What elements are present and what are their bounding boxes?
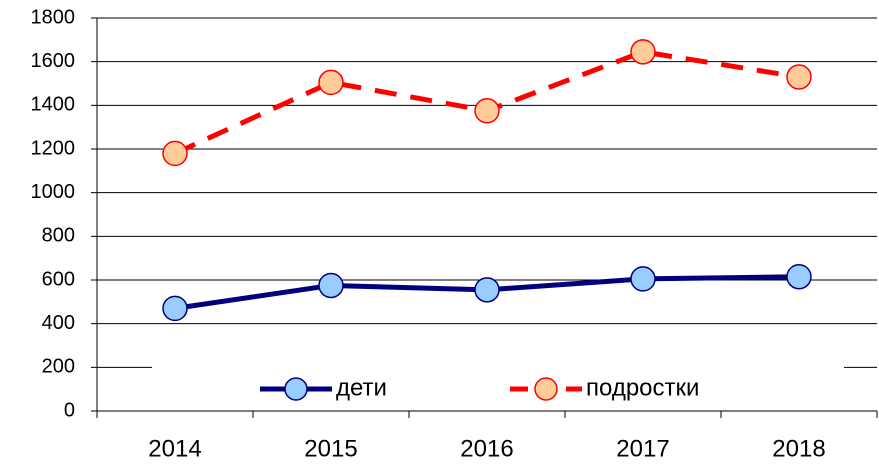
data-point (630, 39, 656, 65)
legend-marker (534, 377, 558, 401)
x-tick-label: 2018 (772, 435, 825, 462)
x-tick-label: 2014 (148, 435, 201, 462)
data-point (786, 64, 812, 90)
legend-label: подростки (586, 374, 699, 401)
legend-marker (284, 377, 308, 401)
y-tick-label: 800 (42, 225, 75, 247)
legend-label: дети (336, 374, 387, 401)
x-tick-label: 2015 (304, 435, 357, 462)
data-point (630, 266, 656, 292)
x-tick-label: 2016 (460, 435, 513, 462)
x-tick-label: 2017 (616, 435, 669, 462)
legend (152, 357, 844, 409)
data-point (474, 98, 500, 124)
y-tick-label: 1400 (31, 94, 76, 116)
y-tick-label: 1600 (31, 50, 76, 72)
data-point (318, 69, 344, 96)
data-point (786, 263, 812, 290)
data-point (474, 277, 500, 303)
y-tick-label: 600 (42, 268, 75, 290)
data-point (162, 295, 188, 322)
y-tick-label: 1200 (31, 137, 76, 159)
y-tick-label: 0 (64, 399, 75, 421)
y-tick-label: 1800 (31, 6, 76, 28)
data-point (318, 272, 344, 299)
data-point (162, 140, 188, 167)
y-tick-label: 200 (42, 356, 75, 378)
y-tick-label: 400 (42, 312, 75, 334)
y-tick-label: 1000 (31, 181, 76, 203)
